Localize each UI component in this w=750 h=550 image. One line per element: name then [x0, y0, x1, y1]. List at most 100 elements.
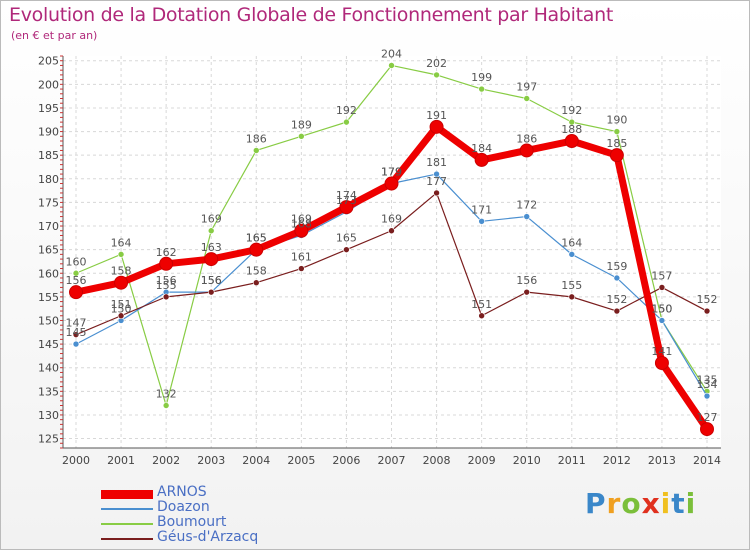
data-label-boumourt: 192	[336, 104, 357, 117]
y-tick-label: 180	[38, 173, 59, 186]
data-point-g-us-d-arzacq	[433, 189, 440, 197]
data-point-doazon	[658, 317, 666, 324]
data-label-doazon: 134	[697, 378, 718, 391]
chart-title: Evolution de la Dotation Globale de Fonc…	[9, 4, 614, 26]
data-label-boumourt: 190	[606, 114, 627, 127]
data-label-doazon: 150	[651, 302, 672, 315]
data-point-boumourt	[162, 402, 170, 409]
data-label-arnos: 191	[426, 109, 447, 122]
data-point-doazon	[72, 340, 80, 348]
data-label-arnos: 179	[381, 166, 402, 179]
y-tick-label: 145	[38, 338, 59, 351]
y-tick-label: 185	[38, 149, 59, 162]
data-label-g-us-d-arzacq: 155	[561, 279, 582, 292]
data-point-doazon	[568, 251, 576, 258]
y-tick-label: 195	[38, 102, 59, 115]
y-tick-label: 135	[38, 385, 59, 398]
data-point-g-us-d-arzacq	[72, 331, 80, 338]
data-label-g-us-d-arzacq: 158	[246, 265, 267, 278]
data-label-arnos: 165	[246, 232, 267, 245]
data-point-arnos	[204, 252, 219, 267]
x-tick-label: 2002	[152, 454, 180, 467]
data-label-boumourt: 186	[246, 132, 267, 145]
data-label-arnos: 163	[201, 241, 222, 254]
data-label-boumourt: 189	[291, 118, 312, 131]
y-tick-label: 200	[38, 78, 59, 91]
data-point-g-us-d-arzacq	[252, 279, 260, 286]
data-label-g-us-d-arzacq: 152	[697, 293, 718, 306]
data-label-boumourt: 197	[516, 81, 537, 94]
data-point-arnos	[474, 152, 489, 167]
data-label-arnos: 156	[66, 274, 87, 287]
data-point-arnos	[249, 242, 264, 257]
y-tick-label: 205	[38, 55, 59, 68]
data-point-arnos	[519, 143, 534, 158]
data-point-arnos	[294, 223, 309, 238]
data-point-boumourt	[523, 95, 531, 102]
data-point-doazon	[478, 218, 485, 225]
data-point-boumourt	[72, 269, 80, 277]
data-label-doazon: 165	[246, 232, 267, 245]
data-point-arnos	[159, 256, 174, 271]
data-label-boumourt: 204	[381, 47, 402, 60]
data-label-arnos: 188	[561, 123, 582, 136]
data-point-boumourt	[433, 71, 440, 79]
data-label-boumourt: 164	[111, 236, 132, 249]
data-label-doazon: 156	[156, 274, 177, 287]
data-point-arnos	[654, 355, 669, 370]
data-label-g-us-d-arzacq: 156	[516, 274, 537, 287]
data-point-g-us-d-arzacq	[162, 293, 170, 301]
logo-letter: i	[660, 487, 672, 520]
x-tick-label: 2013	[648, 454, 676, 467]
x-tick-label: 2000	[62, 454, 90, 467]
data-point-arnos	[429, 119, 444, 134]
y-tick-label: 160	[38, 267, 59, 280]
data-point-doazon	[433, 170, 440, 178]
legend-label-boumourt: Boumourt	[157, 514, 227, 530]
x-tick-label: 2003	[197, 454, 225, 467]
logo-letter: r	[606, 487, 622, 520]
data-label-arnos: 127	[697, 411, 718, 424]
data-label-arnos: 174	[336, 189, 357, 202]
data-point-arnos	[564, 134, 579, 149]
legend-swatch-boumourt	[101, 523, 153, 525]
data-label-doazon: 173	[336, 194, 357, 207]
data-label-g-us-d-arzacq: 156	[201, 274, 222, 287]
data-label-g-us-d-arzacq: 155	[156, 279, 177, 292]
legend-label-doazon: Doazon	[157, 499, 210, 515]
legend-swatch-doazon	[101, 508, 153, 510]
x-tick-label: 2006	[332, 454, 360, 467]
data-label-g-us-d-arzacq: 161	[291, 251, 312, 264]
data-label-boumourt: 160	[66, 255, 87, 268]
data-label-arnos: 169	[291, 213, 312, 226]
data-point-g-us-d-arzacq	[298, 265, 305, 272]
data-point-boumourt	[478, 85, 485, 93]
x-tick-label: 2004	[242, 454, 270, 467]
legend-swatch-arnos	[101, 490, 153, 499]
data-label-doazon: 156	[201, 274, 222, 287]
data-point-g-us-d-arzacq	[568, 293, 576, 301]
data-label-g-us-d-arzacq: 152	[606, 293, 627, 306]
data-label-arnos: 184	[471, 142, 492, 155]
data-label-doazon: 171	[471, 203, 492, 216]
data-point-doazon	[613, 274, 621, 282]
data-point-arnos	[339, 200, 354, 215]
data-label-boumourt: 132	[156, 387, 177, 400]
data-point-g-us-d-arzacq	[343, 246, 350, 253]
x-tick-label: 2010	[513, 454, 541, 467]
data-label-doazon: 159	[606, 260, 627, 273]
data-label-boumourt: 150	[651, 302, 672, 315]
y-tick-label: 155	[38, 291, 59, 304]
data-label-doazon: 145	[66, 326, 87, 339]
legend-swatch-geus-darzacq	[101, 538, 153, 540]
data-point-boumourt	[343, 118, 350, 126]
data-point-boumourt	[117, 251, 125, 258]
data-point-boumourt	[568, 118, 576, 126]
y-tick-label: 130	[38, 409, 59, 422]
data-label-arnos: 162	[156, 246, 177, 259]
data-label-g-us-d-arzacq: 177	[426, 175, 447, 188]
data-label-boumourt: 199	[471, 71, 492, 84]
logo-letter: P	[585, 487, 607, 520]
